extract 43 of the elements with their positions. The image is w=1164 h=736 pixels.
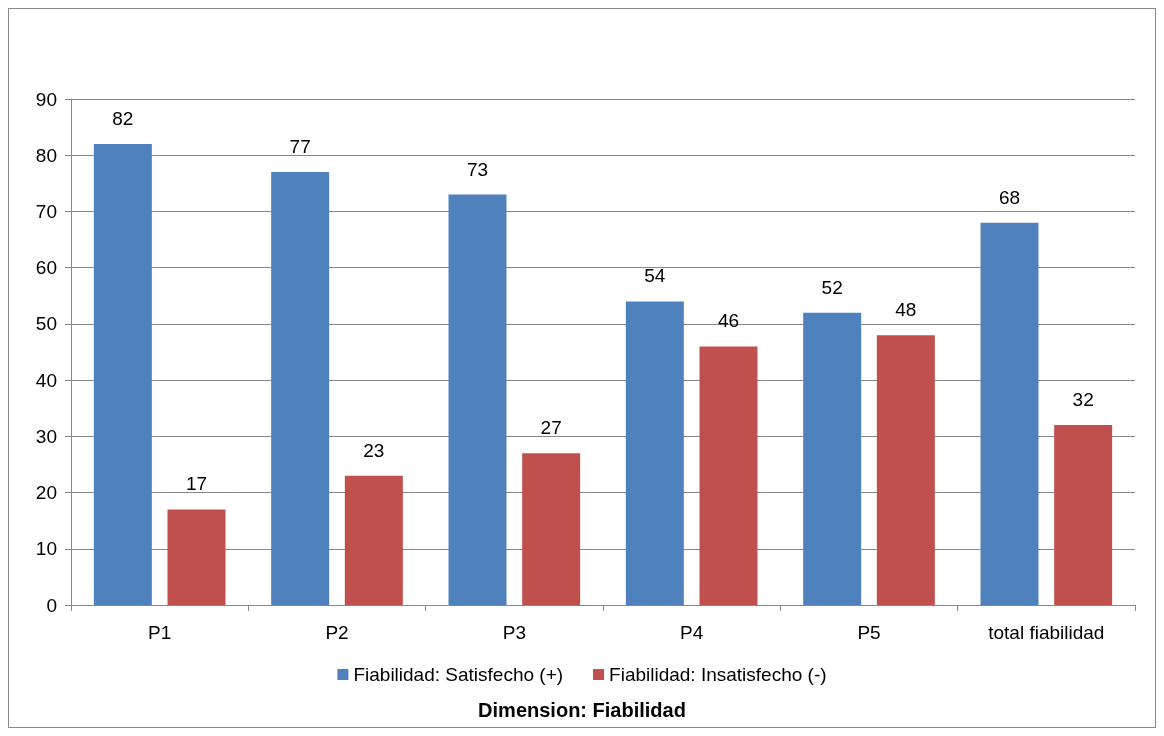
legend-label: Fiabilidad: Insatisfecho (-) bbox=[609, 664, 827, 685]
bar bbox=[93, 143, 152, 605]
data-label: 17 bbox=[185, 473, 208, 495]
x-tick-label: P4 bbox=[680, 622, 704, 643]
bar bbox=[522, 453, 581, 605]
data-label: 73 bbox=[466, 158, 489, 180]
y-tick-label: 0 bbox=[46, 594, 57, 616]
y-tick-label: 20 bbox=[35, 482, 57, 504]
data-label: 77 bbox=[289, 136, 311, 158]
y-tick-label: 90 bbox=[35, 88, 57, 110]
bar bbox=[625, 301, 684, 605]
data-label: 54 bbox=[644, 265, 666, 287]
data-label: 48 bbox=[895, 299, 917, 321]
y-tick-label: 40 bbox=[35, 369, 57, 391]
data-label: 68 bbox=[998, 186, 1021, 208]
bar bbox=[167, 509, 226, 605]
x-tick-label: total fiabilidad bbox=[988, 622, 1105, 643]
data-label: 23 bbox=[363, 439, 385, 461]
legend-label: Fiabilidad: Satisfecho (+) bbox=[353, 664, 564, 685]
y-tick-label: 10 bbox=[35, 538, 57, 560]
text: Dimension: Fiabilidad bbox=[478, 699, 686, 721]
y-tick-label: 50 bbox=[35, 313, 57, 335]
data-label: 46 bbox=[717, 310, 740, 332]
bar bbox=[271, 172, 330, 605]
x-tick-label: P3 bbox=[502, 622, 526, 643]
bar bbox=[699, 346, 758, 605]
data-label: 52 bbox=[821, 276, 843, 298]
data-label: 82 bbox=[112, 107, 134, 129]
data-label: 27 bbox=[540, 417, 562, 439]
y-tick-label: 30 bbox=[35, 425, 57, 447]
y-tick-label: 80 bbox=[35, 144, 57, 166]
x-tick-label: P2 bbox=[325, 622, 349, 643]
x-tick-label: P5 bbox=[857, 622, 881, 643]
y-tick-label: 60 bbox=[35, 257, 57, 279]
bar bbox=[1054, 425, 1113, 605]
bar bbox=[803, 312, 862, 605]
bar bbox=[344, 475, 403, 605]
data-label: 32 bbox=[1072, 389, 1094, 411]
y-tick-label: 70 bbox=[35, 200, 57, 222]
bar bbox=[448, 194, 507, 605]
bar bbox=[980, 222, 1039, 605]
x-tick-label: P1 bbox=[148, 622, 172, 643]
bar bbox=[876, 335, 935, 605]
